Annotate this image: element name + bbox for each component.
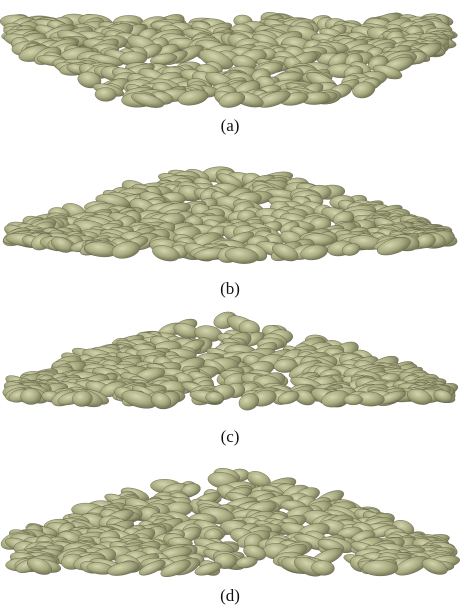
pile-c — [1, 309, 459, 413]
grain — [344, 394, 363, 405]
panel-label: (a) — [221, 116, 240, 135]
grain — [20, 388, 41, 404]
panel-label: (c) — [221, 427, 240, 446]
pile-d — [0, 466, 460, 580]
grain — [362, 560, 398, 576]
page: (a) (b) (c) (d) (() => { const data = JS… — [0, 0, 460, 608]
grain — [95, 87, 117, 101]
panel-label: (b) — [220, 279, 240, 298]
panel-label: (d) — [220, 586, 240, 605]
figure: (a) (b) (c) (d) — [0, 0, 460, 608]
pile-a — [0, 9, 458, 111]
pile-b — [0, 166, 458, 266]
